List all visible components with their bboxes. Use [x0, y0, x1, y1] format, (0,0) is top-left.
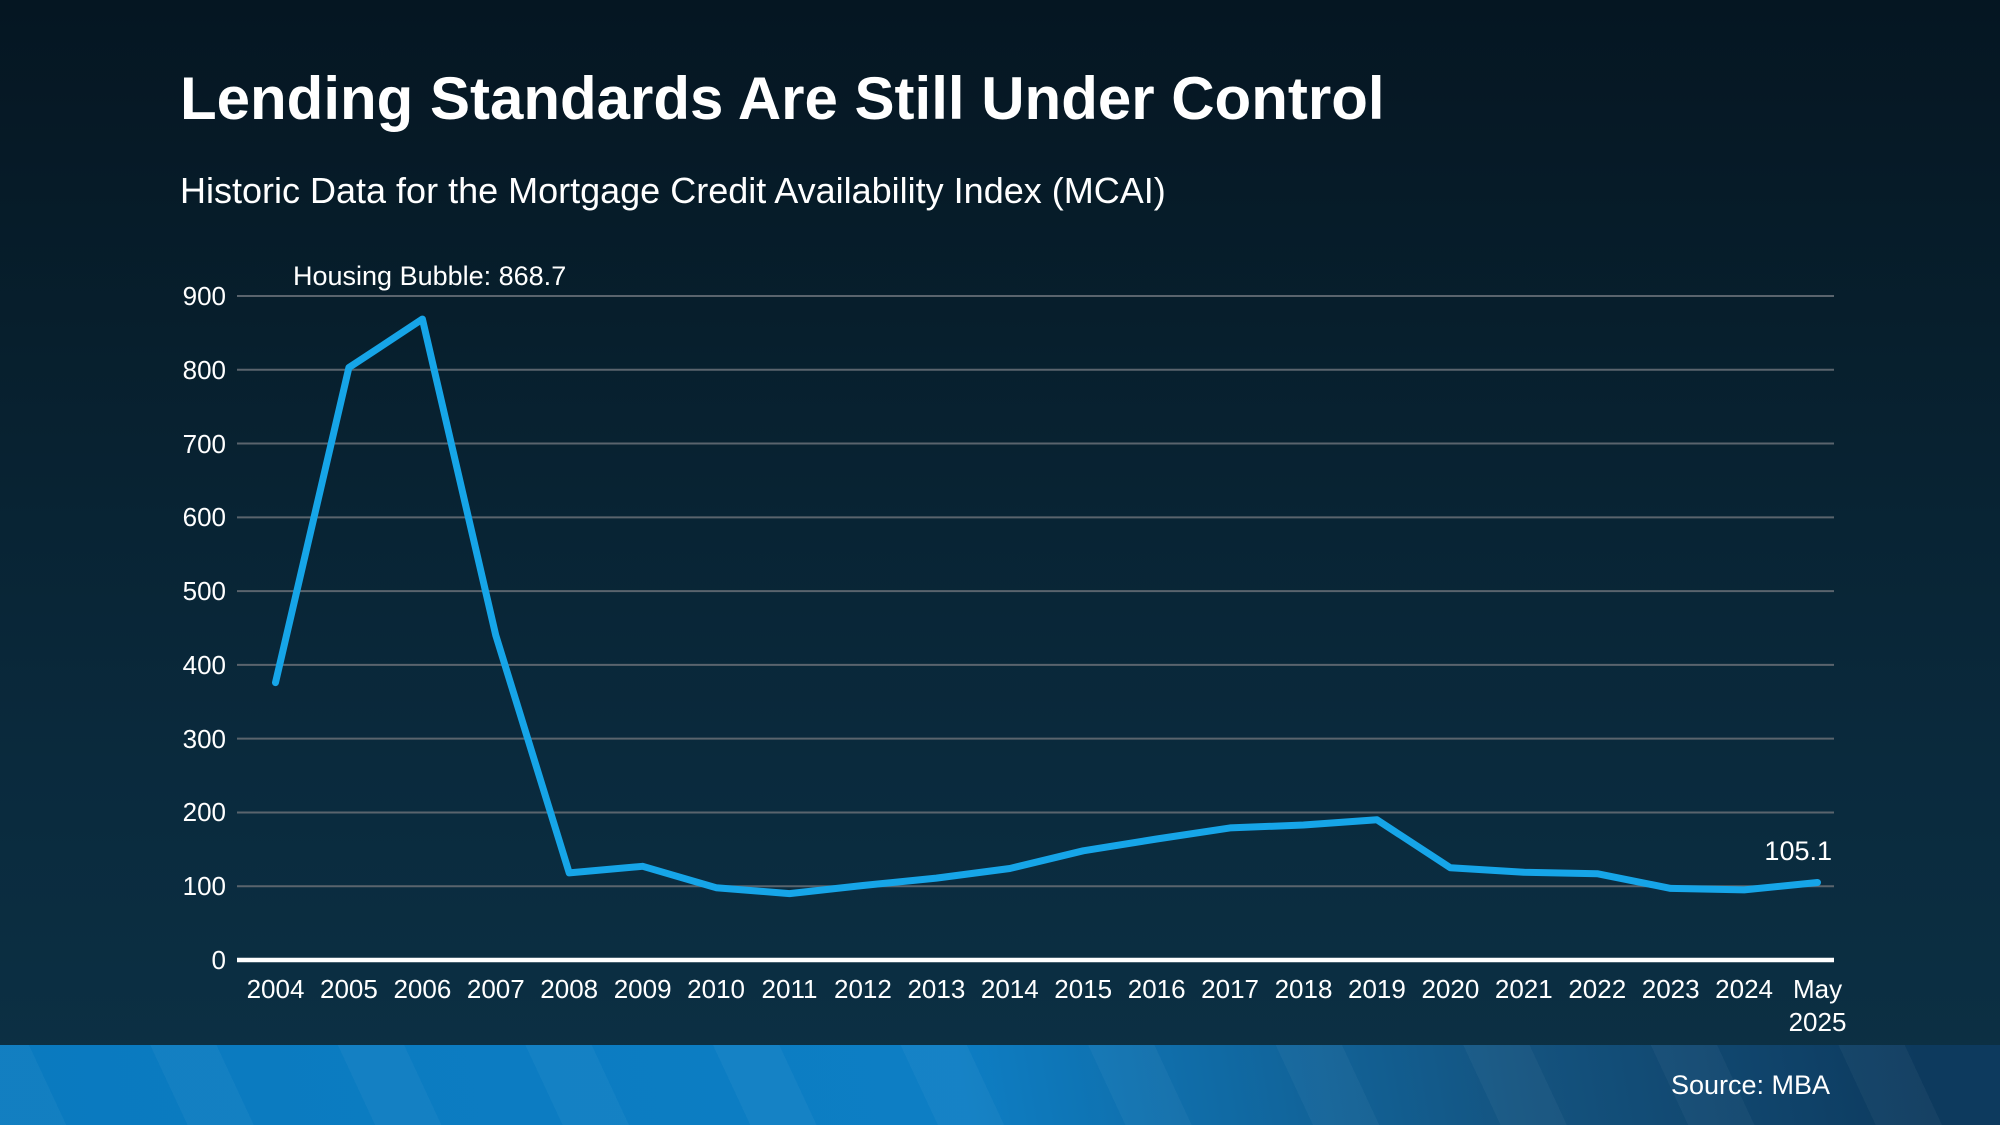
x-tick-label-2007: 2007: [466, 974, 525, 1004]
x-tick-label-2012: 2012: [834, 974, 892, 1004]
y-tick-label-100: 100: [182, 871, 226, 902]
x-tick-label-2021: 2021: [1494, 974, 1553, 1004]
y-tick-label-800: 800: [182, 354, 226, 385]
x-tick-label-may-2025: May 2025: [1788, 974, 1847, 1037]
y-tick-label-700: 700: [182, 428, 226, 459]
x-tick-label-2023: 2023: [1641, 974, 1700, 1004]
source-label: Source: MBA: [1670, 1069, 1830, 1100]
x-tick-label-2013: 2013: [907, 974, 966, 1004]
x-tick-label-2017: 2017: [1201, 974, 1259, 1004]
x-tick-label-2009: 2009: [613, 974, 672, 1004]
x-tick-label-2014: 2014: [980, 974, 1039, 1004]
x-tick-label-2006: 2006: [393, 974, 452, 1004]
x-tick-label-2005: 2005: [320, 974, 378, 1004]
x-tick-label-2019: 2019: [1348, 974, 1406, 1004]
mcai-line-series: [272, 315, 1821, 898]
x-tick-label-2004: 2004: [246, 974, 305, 1004]
x-tick-label-2024: 2024: [1715, 974, 1774, 1004]
annotation-latest-value: 105.1: [1764, 836, 1832, 866]
y-tick-label-900: 900: [182, 281, 226, 311]
x-tick-label-2016: 2016: [1127, 974, 1186, 1004]
x-tick-label-2010: 2010: [687, 974, 745, 1004]
y-tick-label-600: 600: [182, 502, 226, 533]
x-tick-label-2015: 2015: [1054, 974, 1113, 1004]
line-chart: [237, 295, 1834, 963]
x-tick-label-2020: 2020: [1421, 974, 1480, 1004]
annotation-housing-bubble: Housing Bubble: 868.7: [293, 261, 567, 291]
x-tick-label-2018: 2018: [1274, 974, 1333, 1004]
footer-bar: Source: MBA: [0, 1045, 2000, 1125]
chart-area: 0 100 200 300 400 500 600 700 800 900 2004 2005 200…: [182, 261, 1847, 1037]
x-tick-label-2008: 2008: [540, 974, 599, 1004]
y-tick-label-400: 400: [182, 649, 226, 680]
page-subtitle: Historic Data for the Mortgage Credit Av…: [180, 170, 1166, 211]
y-tick-label-500: 500: [182, 576, 226, 607]
y-tick-label-300: 300: [182, 723, 226, 754]
y-tick-label-200: 200: [182, 797, 226, 828]
x-tick-label-2022: 2022: [1568, 974, 1627, 1004]
x-tick-label-2011: 2011: [761, 974, 818, 1004]
y-tick-label-0: 0: [211, 945, 226, 975]
page-title: Lending Standards Are Still Under Contro…: [180, 65, 1385, 132]
